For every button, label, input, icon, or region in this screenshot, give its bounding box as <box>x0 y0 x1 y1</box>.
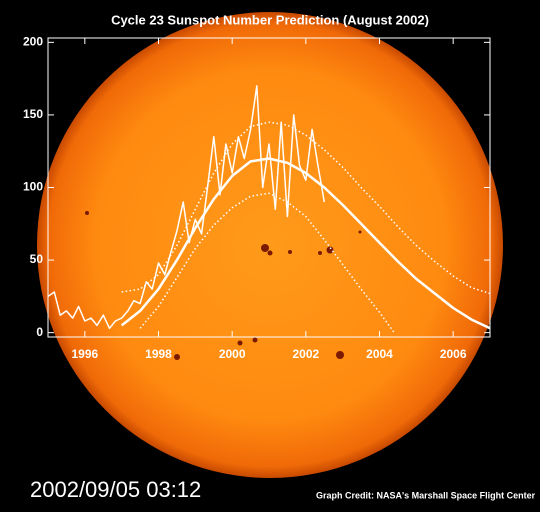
y-tick-label: 150 <box>23 107 43 121</box>
series-line <box>120 157 490 330</box>
y-tick-label: 100 <box>23 180 43 194</box>
y-tick-label: 50 <box>30 252 44 266</box>
x-tick-label: 2002 <box>292 347 319 361</box>
x-tick-label: 2006 <box>440 347 467 361</box>
sunspots <box>85 211 362 360</box>
x-tick-label: 2004 <box>366 347 393 361</box>
credit: Graph Credit: NASA's Marshall Space Flig… <box>316 490 536 500</box>
timestamp: 2002/09/05 03:12 <box>30 477 201 502</box>
x-tick-label: 1998 <box>145 347 172 361</box>
plot-area <box>48 85 490 334</box>
y-tick-label: 0 <box>36 325 43 339</box>
y-tick-label: 200 <box>23 35 43 49</box>
series-line <box>121 121 490 295</box>
series-line <box>139 192 395 334</box>
sun-disk <box>37 12 503 478</box>
x-tick-label: 1996 <box>71 347 98 361</box>
chart-title: Cycle 23 Sunspot Number Prediction (Augu… <box>111 12 429 27</box>
series-line <box>48 85 326 330</box>
x-tick-label: 2000 <box>219 347 246 361</box>
